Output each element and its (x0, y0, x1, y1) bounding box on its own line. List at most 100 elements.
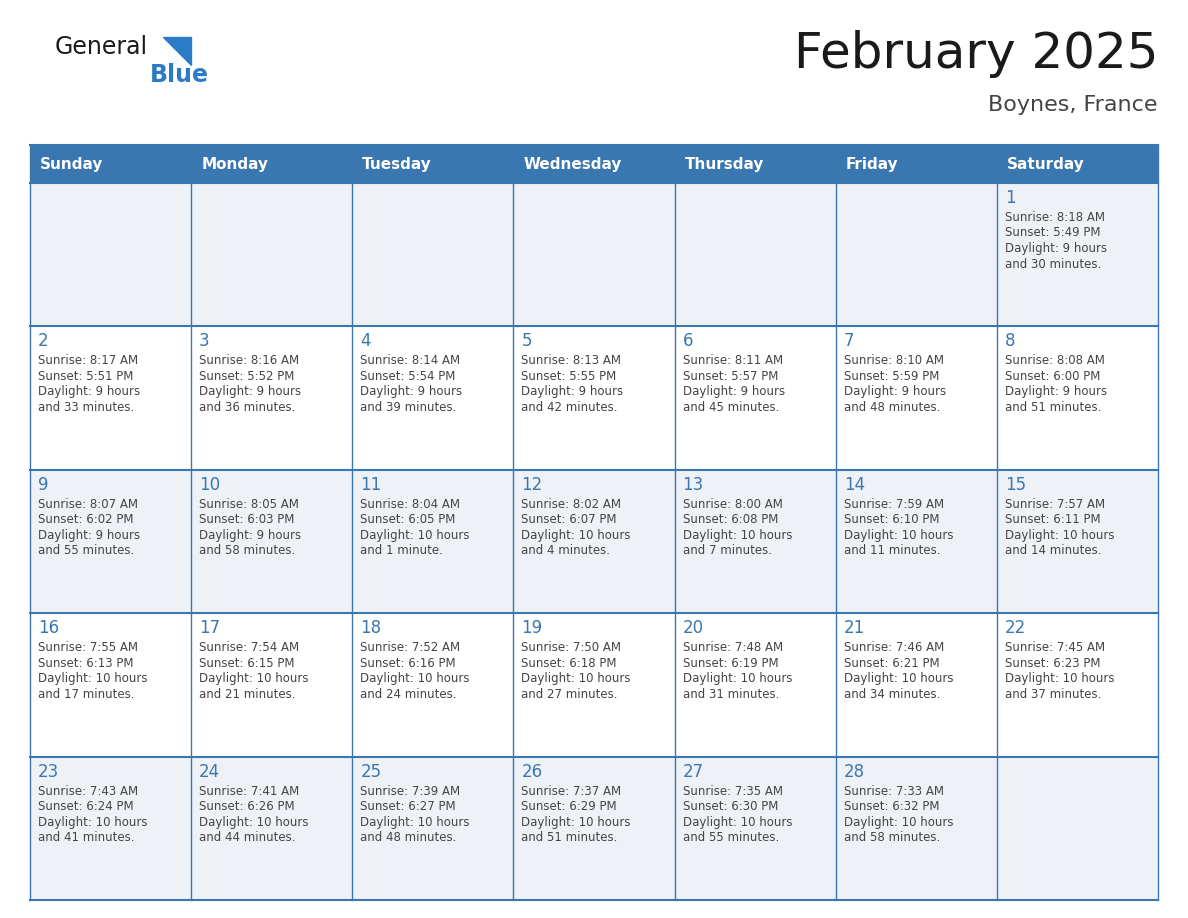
Text: Sunset: 6:02 PM: Sunset: 6:02 PM (38, 513, 133, 526)
Text: Sunrise: 8:13 AM: Sunrise: 8:13 AM (522, 354, 621, 367)
Text: Sunrise: 7:55 AM: Sunrise: 7:55 AM (38, 641, 138, 655)
Text: Sunset: 6:00 PM: Sunset: 6:00 PM (1005, 370, 1100, 383)
Text: Daylight: 9 hours: Daylight: 9 hours (1005, 242, 1107, 255)
Text: 25: 25 (360, 763, 381, 780)
Text: and 21 minutes.: and 21 minutes. (200, 688, 296, 700)
Text: Daylight: 9 hours: Daylight: 9 hours (1005, 386, 1107, 398)
Text: and 1 minute.: and 1 minute. (360, 544, 443, 557)
Text: Monday: Monday (201, 156, 268, 172)
Text: Sunrise: 7:35 AM: Sunrise: 7:35 AM (683, 785, 783, 798)
Text: Sunrise: 7:43 AM: Sunrise: 7:43 AM (38, 785, 138, 798)
Text: Sunset: 6:16 PM: Sunset: 6:16 PM (360, 656, 456, 670)
Text: Sunset: 6:10 PM: Sunset: 6:10 PM (843, 513, 940, 526)
Bar (353, 183, 513, 327)
Text: Sunrise: 8:14 AM: Sunrise: 8:14 AM (360, 354, 461, 367)
Text: Daylight: 10 hours: Daylight: 10 hours (843, 529, 953, 542)
Text: 23: 23 (38, 763, 59, 780)
Bar (513, 470, 675, 613)
Text: 4: 4 (360, 332, 371, 351)
Text: Sunrise: 7:46 AM: Sunrise: 7:46 AM (843, 641, 944, 655)
Text: and 44 minutes.: and 44 minutes. (200, 831, 296, 844)
Bar (191, 470, 353, 613)
Text: Sunset: 6:23 PM: Sunset: 6:23 PM (1005, 656, 1100, 670)
Text: Sunset: 6:11 PM: Sunset: 6:11 PM (1005, 513, 1100, 526)
Bar (30, 327, 191, 470)
Text: 1: 1 (1005, 189, 1016, 207)
Text: Sunrise: 8:04 AM: Sunrise: 8:04 AM (360, 498, 460, 510)
Text: Daylight: 10 hours: Daylight: 10 hours (843, 815, 953, 829)
Polygon shape (163, 37, 191, 65)
Text: Sunrise: 8:07 AM: Sunrise: 8:07 AM (38, 498, 138, 510)
Bar (675, 613, 835, 756)
Text: Sunset: 6:27 PM: Sunset: 6:27 PM (360, 800, 456, 813)
Text: and 7 minutes.: and 7 minutes. (683, 544, 771, 557)
Text: 28: 28 (843, 763, 865, 780)
Bar (191, 183, 353, 327)
Text: 15: 15 (1005, 476, 1026, 494)
Text: Sunset: 6:08 PM: Sunset: 6:08 PM (683, 513, 778, 526)
Text: and 4 minutes.: and 4 minutes. (522, 544, 611, 557)
Text: Sunset: 6:07 PM: Sunset: 6:07 PM (522, 513, 617, 526)
Bar (835, 756, 997, 900)
Text: and 48 minutes.: and 48 minutes. (360, 831, 456, 844)
Text: 14: 14 (843, 476, 865, 494)
Text: Sunrise: 8:11 AM: Sunrise: 8:11 AM (683, 354, 783, 367)
Bar (675, 145, 835, 183)
Text: 20: 20 (683, 620, 703, 637)
Text: Sunrise: 7:57 AM: Sunrise: 7:57 AM (1005, 498, 1105, 510)
Text: 18: 18 (360, 620, 381, 637)
Text: Daylight: 9 hours: Daylight: 9 hours (360, 386, 462, 398)
Text: Sunset: 6:29 PM: Sunset: 6:29 PM (522, 800, 617, 813)
Text: Thursday: Thursday (684, 156, 764, 172)
Text: Sunrise: 8:00 AM: Sunrise: 8:00 AM (683, 498, 783, 510)
Text: and 17 minutes.: and 17 minutes. (38, 688, 134, 700)
Text: Sunrise: 8:18 AM: Sunrise: 8:18 AM (1005, 211, 1105, 224)
Text: and 31 minutes.: and 31 minutes. (683, 688, 779, 700)
Text: Sunset: 5:51 PM: Sunset: 5:51 PM (38, 370, 133, 383)
Text: and 39 minutes.: and 39 minutes. (360, 401, 456, 414)
Text: Daylight: 10 hours: Daylight: 10 hours (360, 529, 469, 542)
Text: Sunset: 5:52 PM: Sunset: 5:52 PM (200, 370, 295, 383)
Text: Daylight: 10 hours: Daylight: 10 hours (522, 672, 631, 685)
Bar (835, 470, 997, 613)
Bar (30, 613, 191, 756)
Text: Sunrise: 8:08 AM: Sunrise: 8:08 AM (1005, 354, 1105, 367)
Text: Daylight: 10 hours: Daylight: 10 hours (200, 815, 309, 829)
Text: Daylight: 10 hours: Daylight: 10 hours (1005, 529, 1114, 542)
Text: Sunset: 5:57 PM: Sunset: 5:57 PM (683, 370, 778, 383)
Bar (997, 470, 1158, 613)
Text: and 51 minutes.: and 51 minutes. (522, 831, 618, 844)
Text: General: General (55, 35, 148, 59)
Text: Sunrise: 7:33 AM: Sunrise: 7:33 AM (843, 785, 943, 798)
Bar (513, 145, 675, 183)
Bar (675, 183, 835, 327)
Bar (675, 327, 835, 470)
Text: Sunset: 6:05 PM: Sunset: 6:05 PM (360, 513, 456, 526)
Text: 5: 5 (522, 332, 532, 351)
Text: Sunrise: 7:45 AM: Sunrise: 7:45 AM (1005, 641, 1105, 655)
Text: Sunrise: 8:02 AM: Sunrise: 8:02 AM (522, 498, 621, 510)
Text: Sunrise: 7:50 AM: Sunrise: 7:50 AM (522, 641, 621, 655)
Text: 11: 11 (360, 476, 381, 494)
Text: Sunset: 5:55 PM: Sunset: 5:55 PM (522, 370, 617, 383)
Bar (997, 613, 1158, 756)
Text: Sunset: 6:03 PM: Sunset: 6:03 PM (200, 513, 295, 526)
Text: 19: 19 (522, 620, 543, 637)
Text: Sunset: 5:49 PM: Sunset: 5:49 PM (1005, 227, 1100, 240)
Bar (191, 145, 353, 183)
Text: and 30 minutes.: and 30 minutes. (1005, 258, 1101, 271)
Text: Sunrise: 7:37 AM: Sunrise: 7:37 AM (522, 785, 621, 798)
Text: Daylight: 10 hours: Daylight: 10 hours (522, 815, 631, 829)
Text: Sunrise: 8:10 AM: Sunrise: 8:10 AM (843, 354, 943, 367)
Text: Sunrise: 7:52 AM: Sunrise: 7:52 AM (360, 641, 461, 655)
Bar (835, 183, 997, 327)
Text: Daylight: 10 hours: Daylight: 10 hours (683, 529, 792, 542)
Text: 7: 7 (843, 332, 854, 351)
Text: 16: 16 (38, 620, 59, 637)
Text: 26: 26 (522, 763, 543, 780)
Text: Saturday: Saturday (1007, 156, 1085, 172)
Text: and 37 minutes.: and 37 minutes. (1005, 688, 1101, 700)
Bar (997, 183, 1158, 327)
Text: 27: 27 (683, 763, 703, 780)
Text: Sunrise: 7:39 AM: Sunrise: 7:39 AM (360, 785, 461, 798)
